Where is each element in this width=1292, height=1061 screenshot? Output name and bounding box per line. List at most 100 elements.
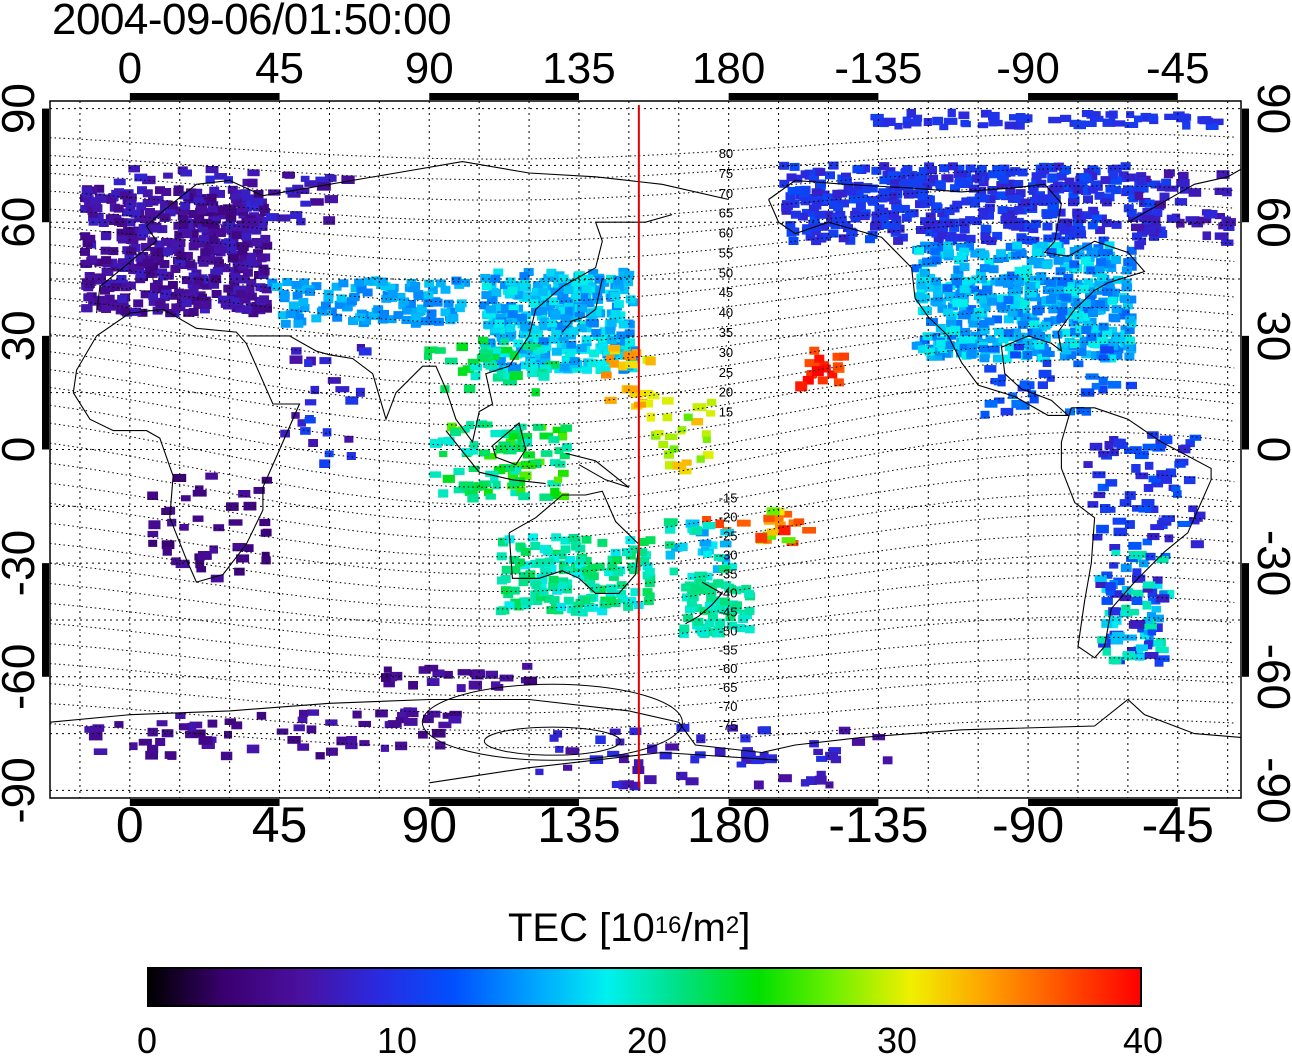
tec-cell: [1101, 219, 1112, 228]
tec-cell: [490, 325, 501, 334]
tec-cell: [1009, 300, 1020, 309]
tec-cell: [996, 249, 1007, 258]
tec-cell: [346, 452, 356, 460]
tec-cell: [1013, 278, 1024, 286]
tec-cell: [493, 268, 504, 277]
tec-cell: [1031, 172, 1042, 181]
tec-cell: [702, 451, 714, 459]
tec-cell: [1108, 656, 1122, 665]
tec-cell: [671, 543, 683, 552]
tec-cell: [580, 596, 591, 605]
tec-cell: [1106, 587, 1115, 596]
tec-cell: [480, 273, 491, 282]
tec-cell: [762, 531, 776, 540]
top-lon-tick: -45: [1146, 44, 1210, 93]
tec-cell: [540, 349, 551, 358]
tec-cell: [461, 448, 473, 456]
tec-cell: [912, 178, 923, 187]
tec-cell: [1134, 240, 1145, 250]
tec-cell: [577, 277, 588, 286]
mag-lat-label: 75: [719, 166, 733, 181]
tec-cell: [818, 222, 829, 231]
tec-cell: [838, 234, 849, 243]
tec-cell: [1015, 189, 1026, 198]
tec-cell: [515, 542, 526, 551]
tec-cell: [1068, 192, 1079, 201]
tec-cell: [966, 350, 977, 359]
tec-cell: [1101, 597, 1113, 605]
tec-cell: [1193, 511, 1206, 520]
tec-cell: [610, 310, 621, 318]
tec-cell: [956, 233, 967, 242]
tec-cell: [1065, 279, 1076, 288]
tec-cell: [167, 281, 178, 289]
tec-cell: [778, 774, 792, 783]
tec-cell: [957, 299, 968, 308]
tec-cell: [1083, 195, 1093, 204]
tec-cell: [490, 475, 499, 484]
tec-cell: [497, 576, 507, 585]
tec-cell: [1112, 336, 1123, 345]
tec-cell: [209, 280, 220, 289]
tec-cell: [143, 258, 154, 267]
tec-cell: [638, 538, 649, 546]
tec-cell: [306, 725, 317, 734]
tec-cell: [259, 267, 270, 276]
tec-cell: [1166, 214, 1179, 223]
tec-cell: [213, 524, 225, 532]
tec-cell: [1080, 312, 1090, 321]
tec-cell: [1102, 118, 1116, 127]
tec-cell: [979, 326, 990, 335]
tec-cell: [985, 195, 996, 204]
tec-cell: [560, 536, 571, 545]
tec-cell: [696, 586, 707, 595]
tec-cell: [200, 248, 211, 257]
tec-cell: [920, 306, 931, 315]
tec-cell: [336, 736, 347, 746]
tec-cell: [150, 224, 161, 233]
tec-cell: [1079, 173, 1090, 182]
tec-cell: [260, 234, 271, 243]
tec-cell: [162, 547, 172, 556]
coastline-10: [1127, 168, 1241, 223]
tec-cell: [410, 319, 421, 328]
tec-cell: [566, 340, 577, 349]
tec-cell: [659, 751, 672, 760]
tec-cell: [311, 314, 322, 323]
tec-cell: [594, 562, 605, 571]
tec-cell: [416, 304, 427, 313]
tec-cell: [1144, 652, 1159, 659]
tec-cell: [100, 286, 110, 295]
tec-cell: [473, 482, 488, 491]
tec-cell: [1097, 249, 1108, 258]
tec-cell: [1141, 499, 1155, 506]
tec-cell: [101, 305, 112, 313]
tec-cell: [1085, 292, 1096, 301]
tec-cell: [499, 346, 513, 354]
tec-cell: [492, 303, 502, 312]
tec-cell: [248, 309, 259, 318]
tec-cell: [1064, 177, 1075, 186]
top-lon-tick: 0: [118, 44, 142, 93]
tec-cell: [594, 275, 605, 284]
mag-lat-label: -70: [719, 699, 738, 714]
tec-cell: [779, 161, 790, 170]
tec-cell: [525, 346, 536, 355]
tec-cell: [172, 473, 187, 482]
top-lon-tick: -135: [834, 44, 922, 93]
tec-cell: [1068, 198, 1078, 207]
tec-cell: [464, 488, 478, 496]
tec-cell: [814, 354, 825, 363]
tec-cell: [158, 285, 169, 294]
tec-cell: [553, 730, 563, 738]
tec-cell: [1047, 210, 1058, 219]
tec-cell: [84, 280, 95, 289]
tec-cell: [820, 364, 831, 373]
tec-cell: [540, 450, 553, 457]
mag-lat-label: -65: [719, 680, 738, 695]
tec-cell: [625, 360, 638, 369]
left-lat-tick: 0: [0, 437, 44, 463]
tec-cell: [560, 346, 571, 355]
tec-cell: [224, 730, 232, 739]
tec-cell: [1014, 206, 1025, 214]
